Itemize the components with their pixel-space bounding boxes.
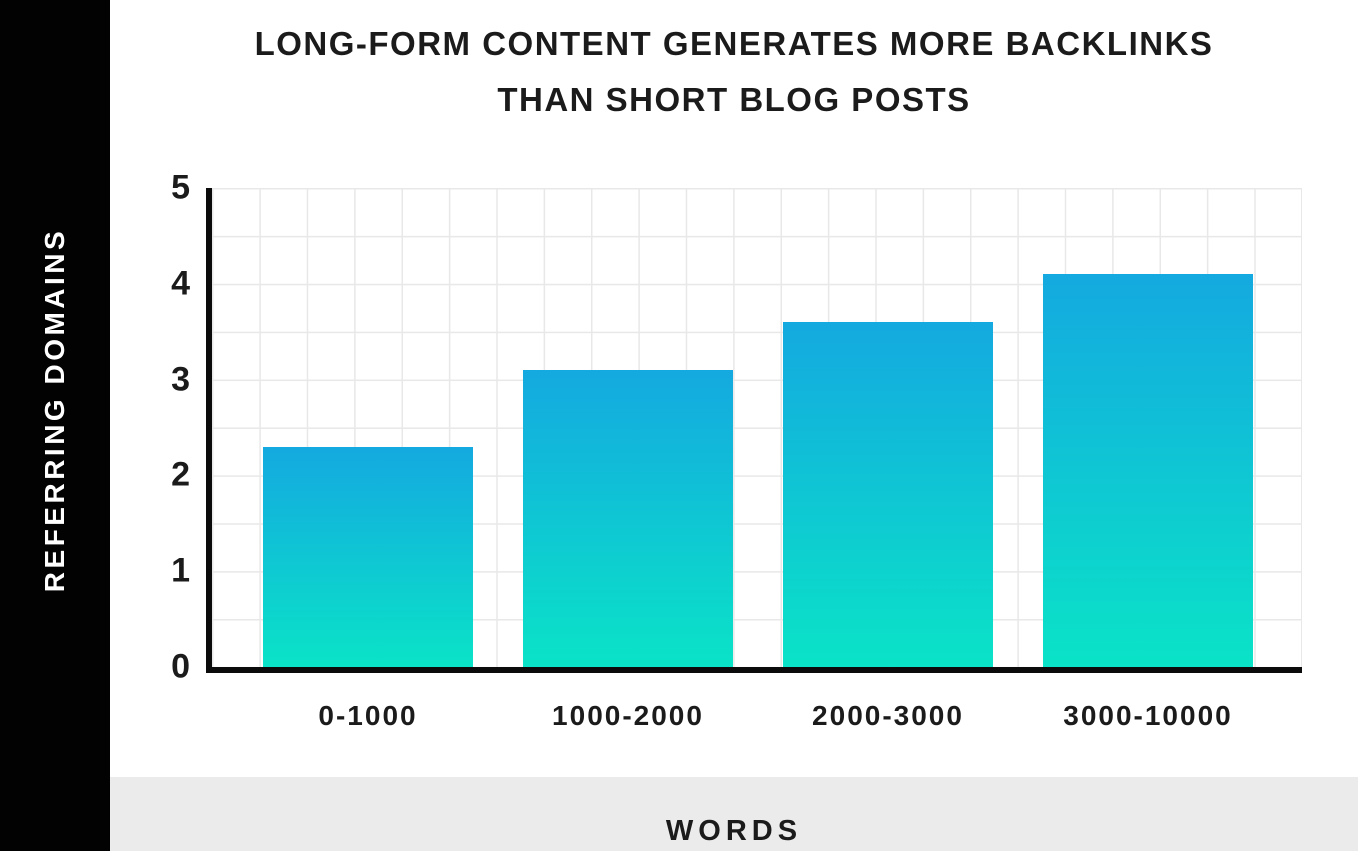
x-category-label-2000-3000: 2000-3000 [812, 700, 964, 731]
y-tick-label-2: 2 [171, 455, 190, 494]
plot-area [206, 188, 1302, 673]
plot-right-gridline [1300, 188, 1302, 667]
y-tick-label-0: 0 [171, 647, 190, 686]
bar-1000-2000 [523, 370, 733, 667]
chart-title-line-2: THAN SHORT BLOG POSTS [497, 81, 971, 118]
y-axis-title-strip: REFERRING DOMAINS [0, 0, 110, 851]
chart-title-line-1: LONG-FORM CONTENT GENERATES MORE BACKLIN… [254, 25, 1214, 62]
x-category-label-3000-10000: 3000-10000 [1063, 700, 1233, 731]
y-tick-label-1: 1 [171, 551, 190, 590]
bar-0-1000 [263, 446, 473, 667]
x-category-label-1000-2000: 1000-2000 [552, 700, 704, 731]
y-tick-label-5: 5 [171, 168, 190, 207]
chart-title: LONG-FORM CONTENT GENERATES MORE BACKLIN… [110, 16, 1358, 128]
y-tick-label-3: 3 [171, 360, 190, 399]
bar-3000-10000 [1043, 274, 1253, 667]
x-axis-title: WORDS [665, 815, 803, 847]
x-category-label-0-1000: 0-1000 [318, 700, 418, 731]
bar-2000-3000 [783, 322, 993, 667]
x-axis-title-strip: WORDS [110, 777, 1358, 851]
y-tick-label-4: 4 [171, 264, 190, 303]
